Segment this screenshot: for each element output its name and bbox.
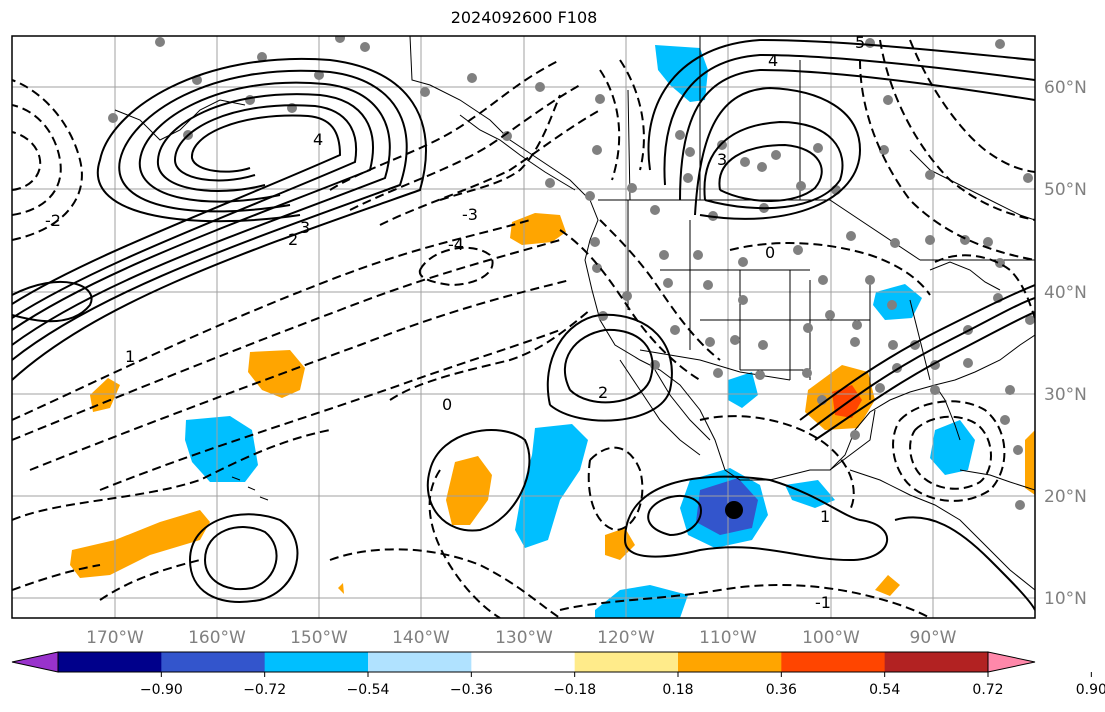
lat-label: 40°N [1044, 283, 1087, 303]
positive-region [605, 528, 635, 560]
center-marker [725, 501, 743, 519]
alaska-panhandle [459, 114, 576, 191]
map-title: 2024092600 F108 [450, 8, 598, 27]
negative-region [728, 372, 758, 408]
negative-region [930, 420, 975, 475]
colorbar-segment [368, 652, 472, 672]
lon-label: 90°W [910, 628, 957, 648]
lon-label: 120°W [597, 628, 655, 648]
positive-region [338, 583, 344, 594]
colorbar-tick-label: −0.18 [553, 682, 596, 698]
colorbar-segment [471, 652, 576, 672]
colorbar-segment [58, 652, 162, 672]
aleutian-islands [114, 99, 246, 141]
colorbar-extend-high [987, 651, 1036, 673]
lon-label: 170°W [86, 628, 144, 648]
colorbar-tick-label: 0.72 [972, 682, 1003, 698]
colorbar-tick-label: −0.36 [450, 682, 493, 698]
lon-label: 100°W [802, 628, 860, 648]
positive-region [446, 456, 492, 525]
lon-label: 110°W [699, 628, 757, 648]
colorbar-tick-label: 0.54 [869, 682, 900, 698]
positive-region [875, 575, 900, 596]
map-frame [11, 35, 1036, 619]
lat-label: 60°N [1044, 78, 1087, 98]
alaska-coast [409, 36, 1035, 481]
contour-label: 3 [717, 150, 727, 169]
colorbar [11, 651, 1036, 673]
colorbar-ticks: −0.90 −0.72 −0.54 −0.36 −0.18 0.18 0.36 0.54 0.7… [140, 672, 1105, 698]
strong-positive-region [832, 385, 862, 418]
contour-label: 4 [768, 51, 778, 70]
hawaii [231, 476, 269, 501]
central-america [849, 469, 1035, 591]
baja-peninsula [654, 369, 711, 441]
lat-label: 10°N [1044, 589, 1087, 609]
colorbar-tick-label: 0.36 [766, 682, 797, 698]
colorbar-segment [678, 652, 782, 672]
colorbar-segment [574, 652, 679, 672]
contour-label: -3 [462, 205, 478, 224]
shaded-anomaly-regions [70, 45, 1035, 618]
lat-label: 50°N [1044, 180, 1087, 200]
contour-label: 0 [442, 395, 452, 414]
negative-region [873, 284, 922, 320]
contour-label: -2 [45, 211, 61, 230]
florida [934, 384, 961, 441]
contour-label: 1 [125, 347, 135, 366]
colorbar-segment [781, 652, 886, 672]
colorbar-border [57, 651, 989, 673]
negative-region [185, 416, 258, 482]
contour-label: 0 [765, 243, 775, 262]
lon-label: 140°W [392, 628, 450, 648]
colorbar-segment [264, 652, 369, 672]
station-markers [108, 36, 1035, 510]
colorbar-tick-label: 0.90 [1076, 682, 1105, 698]
positive-region [70, 510, 210, 578]
negative-contours [12, 39, 1035, 618]
positive-region [1025, 430, 1035, 495]
contour-label: 3 [300, 218, 310, 237]
colorbar-tick-label: 0.18 [662, 682, 693, 698]
great-lakes [929, 261, 1001, 291]
positive-region [248, 350, 305, 398]
negative-region [515, 424, 588, 548]
latitude-labels: 60°N 50°N 40°N 30°N 20°N 10°N [1044, 78, 1087, 609]
colorbar-segment [161, 652, 266, 672]
colorbar-tick-label: −0.90 [140, 682, 183, 698]
contour-label: -4 [448, 235, 464, 254]
contour-label: 4 [313, 130, 323, 149]
colorbar-segment [884, 652, 989, 672]
lat-label: 30°N [1044, 385, 1087, 405]
lon-label: 150°W [290, 628, 348, 648]
cuba [959, 469, 1035, 491]
baja-coast [619, 359, 701, 456]
contour-label: 2 [288, 230, 298, 249]
colorbar-tick-label: −0.54 [347, 682, 390, 698]
hudson-coast [909, 149, 1035, 221]
negative-region [595, 585, 688, 618]
colorbar-tick-label: −0.72 [243, 682, 286, 698]
contour-label: 2 [598, 383, 608, 402]
gulf-coast [829, 409, 876, 471]
positive-region [90, 378, 120, 412]
positive-contours [12, 38, 1035, 611]
contour-label: 5 [855, 33, 865, 52]
contour-label: -1 [815, 593, 831, 612]
lon-label: 160°W [188, 628, 246, 648]
colorbar-extend-low [11, 651, 59, 673]
longitude-labels: 170°W 160°W 150°W 140°W 130°W 120°W 110°… [86, 628, 957, 648]
lat-label: 20°N [1044, 487, 1087, 507]
contour-labels: 5 4 4 3 3 2 2 1 1 0 0 -3 -4 -2 -1 [45, 33, 865, 612]
lon-label: 130°W [495, 628, 553, 648]
contour-label: 1 [820, 507, 830, 526]
